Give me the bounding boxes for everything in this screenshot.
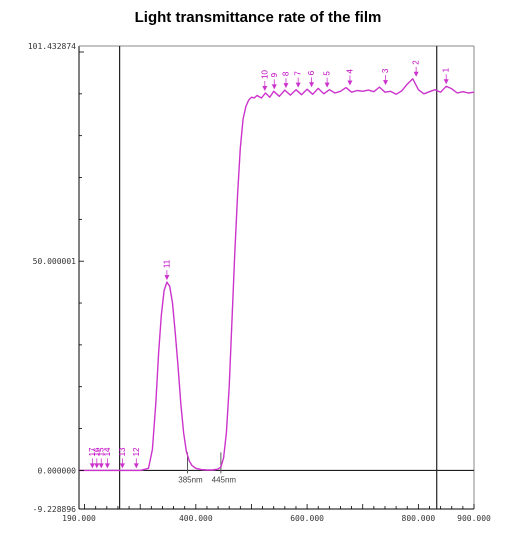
peak-label: 3 <box>381 68 390 73</box>
peak-arrow <box>443 79 449 85</box>
peak-marker-8: 8 <box>281 71 290 89</box>
peak-marker-15: 15 <box>97 447 106 469</box>
peak-label: 4 <box>345 69 354 74</box>
annotation-markers: 385nm 445nm <box>178 452 236 484</box>
peak-arrow <box>164 275 170 281</box>
peak-label: 5 <box>323 71 332 76</box>
peak-label: 9 <box>270 72 279 77</box>
y-tick-label: 50.000001 <box>33 257 77 266</box>
peak-marker-16: 16 <box>92 447 101 469</box>
peak-label: 12 <box>132 447 141 456</box>
peak-arrow <box>98 463 104 469</box>
peak-arrow <box>283 83 289 89</box>
y-tick-label: 0.000000 <box>37 466 76 475</box>
x-tick-label: 190.000 <box>62 514 96 523</box>
peak-arrow <box>309 82 315 88</box>
x-tick-label: 900.000 <box>457 514 491 523</box>
peak-marker-12: 12 <box>132 447 141 469</box>
peak-label: 8 <box>281 71 290 76</box>
peak-arrow <box>271 84 277 90</box>
peak-arrow <box>133 463 139 469</box>
peak-marker-9: 9 <box>270 72 279 90</box>
peak-marker-4: 4 <box>345 69 354 86</box>
peak-label: 2 <box>412 60 421 65</box>
peak-arrow <box>347 80 353 86</box>
peak-label: 7 <box>294 71 303 76</box>
y-tick-label: -9.228896 <box>33 505 77 514</box>
chart-title: Light transmittance rate of the film <box>134 9 382 26</box>
peak-arrow <box>413 71 419 77</box>
peak-arrow <box>295 82 301 88</box>
peak-marker-14: 14 <box>103 447 112 469</box>
annotation-label: 385nm <box>178 475 203 484</box>
peak-label: 15 <box>97 447 106 456</box>
peak-arrow <box>324 82 330 88</box>
peak-arrow <box>94 463 100 469</box>
peak-label: 16 <box>92 447 101 456</box>
axis-ticks: 190.000 400.000 600.000 800.000 900.000 -9.22… <box>28 42 491 523</box>
peak-label: 14 <box>103 447 112 456</box>
peak-marker-1: 1 <box>442 67 451 85</box>
peak-label: 6 <box>307 70 316 75</box>
peak-arrow <box>119 463 125 469</box>
peak-marker-10: 10 <box>260 70 269 91</box>
peak-marker-2: 2 <box>412 60 421 77</box>
series-line-1 <box>79 78 475 472</box>
peak-arrow <box>383 80 389 86</box>
x-tick-label: 600.000 <box>290 514 324 523</box>
peak-arrow <box>104 463 110 469</box>
peak-marker-7: 7 <box>294 71 303 88</box>
plot-frame <box>78 45 475 510</box>
peak-marker-11: 11 <box>162 259 171 281</box>
peak-label: 1 <box>442 67 451 72</box>
vertical-markers <box>119 46 438 509</box>
y-tick-label: 101.432874 <box>28 42 76 51</box>
peak-label: 11 <box>162 259 171 268</box>
peak-arrow <box>89 463 95 469</box>
peak-label: 13 <box>118 447 127 456</box>
x-tick-label: 800.000 <box>402 514 436 523</box>
x-tick-label: 400.000 <box>179 514 213 523</box>
series-layer <box>79 78 475 472</box>
peak-marker-3: 3 <box>381 68 390 86</box>
annotation-label: 445nm <box>212 475 237 484</box>
peak-marker-6: 6 <box>307 70 316 88</box>
peak-marker-13: 13 <box>118 447 127 469</box>
peak-label: 17 <box>88 447 97 456</box>
peak-marker-5: 5 <box>323 71 332 88</box>
peak-label: 10 <box>260 70 269 79</box>
peak-arrow <box>262 85 268 91</box>
peak-marker-17: 17 <box>88 447 97 469</box>
